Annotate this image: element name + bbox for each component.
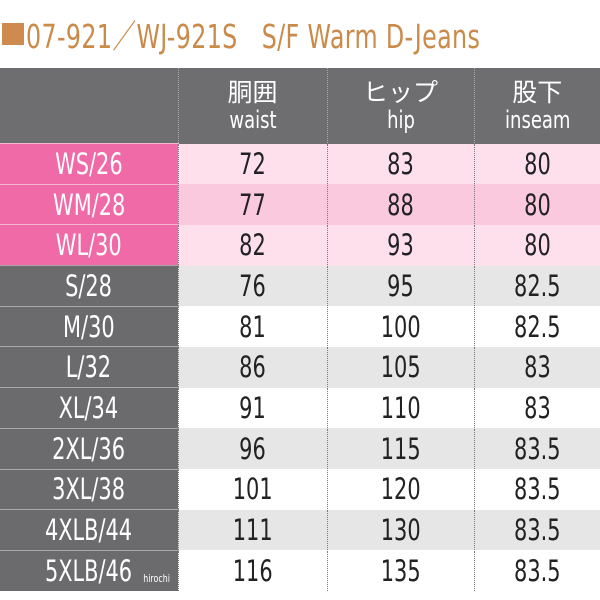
cell-waist: 96 [177,428,327,469]
cell-inseam: 80 [473,184,600,225]
header-hip: ヒップ hip [326,68,474,144]
cell-size: L/32 [0,346,178,388]
table-row: WL/30 82 93 80 [0,224,600,266]
cell-size: 4XLB/44 [0,509,178,551]
table-row: 3XL/38 101 120 83.5 [0,468,600,510]
cell-hip: 93 [326,224,474,266]
cell-size: 2XL/36 [0,427,178,469]
cell-size: M/30 [0,305,178,347]
cell-waist: 111 [177,509,327,551]
cell-inseam: 83.5 [473,428,600,469]
cell-inseam: 83 [473,346,600,388]
cell-waist: 82 [177,224,327,266]
header-row: 胴囲 waist ヒップ hip 股下 inseam [0,68,600,144]
cell-size: WL/30 [0,224,178,266]
table-row: L/32 86 105 83 [0,346,600,388]
cell-inseam: 80 [473,224,600,266]
cell-hip: 130 [326,509,474,551]
cell-waist: 86 [177,346,327,388]
cell-waist: 72 [177,143,327,185]
table-row: WS/26 72 83 80 [0,143,600,185]
cell-inseam: 82.5 [473,265,600,307]
table-row: 2XL/36 96 115 83.5 [0,427,600,469]
cell-hip: 115 [326,428,474,469]
table-row: WM/28 77 88 80 [0,183,600,225]
cell-waist: 101 [177,469,327,510]
cell-waist: 76 [177,265,327,307]
cell-hip: 110 [326,387,474,429]
cell-inseam: 83.5 [473,509,600,551]
cell-inseam: 82.5 [473,306,600,347]
cell-size: S/28 [0,265,178,307]
cell-size: WM/28 [0,183,178,225]
cell-size: 5XLB/46 hirochi [0,549,178,591]
cell-inseam: 80 [473,143,600,185]
cell-waist: 91 [177,387,327,429]
cell-waist: 81 [177,306,327,347]
cell-inseam: 83 [473,387,600,429]
cell-inseam: 83.5 [473,469,600,510]
header-inseam: 股下 inseam [473,68,600,144]
chart-title: 07-921／WJ-921S S/F Warm D-Jeans [2,12,600,56]
size-table: 胴囲 waist ヒップ hip 股下 inseam WS/26 72 83 80 WM/28… [0,68,600,591]
table-row: S/28 76 95 82.5 [0,265,600,307]
table-row: 5XLB/46 hirochi 116 135 83.5 [0,549,600,591]
cell-size: WS/26 [0,143,178,185]
cell-hip: 100 [326,306,474,347]
cell-size: 3XL/38 [0,468,178,510]
cell-hip: 135 [326,550,474,591]
header-size [0,68,178,144]
square-bullet-icon [2,23,24,45]
cell-waist: 77 [177,184,327,225]
cell-hip: 105 [326,346,474,388]
cell-hip: 88 [326,184,474,225]
cell-size: XL/34 [0,387,178,429]
cell-hip: 95 [326,265,474,307]
table-row: 4XLB/44 111 130 83.5 [0,509,600,551]
table-row: M/30 81 100 82.5 [0,305,600,347]
cell-hip: 83 [326,143,474,185]
watermark: hirochi [143,571,171,585]
cell-inseam: 83.5 [473,550,600,591]
cell-hip: 120 [326,469,474,510]
cell-waist: 116 [177,550,327,591]
header-waist: 胴囲 waist [177,68,327,144]
table-row: XL/34 91 110 83 [0,387,600,429]
